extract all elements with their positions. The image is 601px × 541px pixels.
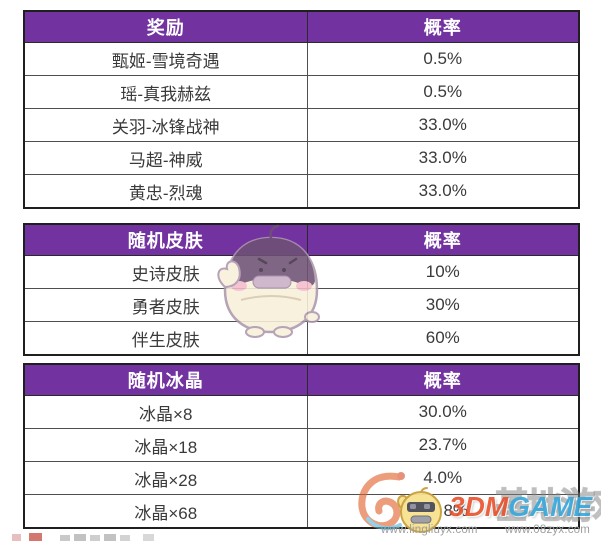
table-row: 勇者皮肤 30% [23,288,580,322]
table-row: 冰晶×18 23.7% [23,428,580,462]
probability-column-header: 概率 [306,10,580,43]
table-row: 马超-神威 33.0% [23,141,580,175]
table-row: 黄忠-烈魂 33.0% [23,174,580,209]
probability-column-header: 概率 [306,223,580,256]
probability-cell: 33.0% [306,141,580,175]
random-skin-column-header: 随机皮肤 [23,223,308,256]
table-header-row: 随机冰晶 概率 [23,363,580,396]
skin-type-cell: 史诗皮肤 [23,255,308,289]
probability-cell-partially-obscured: 8% [306,494,580,529]
table-row: 关羽-冰锋战神 33.0% [23,108,580,142]
skin-type-cell: 伴生皮肤 [23,321,308,356]
probability-cell: 0.5% [306,75,580,109]
table-row: 冰晶×28 4.0% [23,461,580,495]
probability-cell: 4.0% [306,461,580,495]
probability-cell: 30.0% [306,395,580,429]
ice-crystal-amount-cell: 冰晶×28 [23,461,308,495]
reward-name-cell: 甄姬-雪境奇遇 [23,42,308,76]
random-ice-crystal-column-header: 随机冰晶 [23,363,308,396]
reward-name-cell: 瑶-真我赫兹 [23,75,308,109]
table-row: 史诗皮肤 10% [23,255,580,289]
table-row: 冰晶×68 8% [23,494,580,529]
probability-cell: 10% [306,255,580,289]
reward-probability-table: 奖励 概率 甄姬-雪境奇遇 0.5% 瑶-真我赫兹 0.5% 关羽-冰锋战神 3… [23,10,580,209]
ice-crystal-amount-cell: 冰晶×18 [23,428,308,462]
reward-name-cell: 黄忠-烈魂 [23,174,308,209]
table-row: 冰晶×8 30.0% [23,395,580,429]
table-header-row: 随机皮肤 概率 [23,223,580,256]
random-skin-probability-table: 随机皮肤 概率 史诗皮肤 10% 勇者皮肤 30% 伴生皮肤 60% [23,223,580,356]
table-header-row: 奖励 概率 [23,10,580,43]
probability-cell: 0.5% [306,42,580,76]
skin-type-cell: 勇者皮肤 [23,288,308,322]
probability-cell: 60% [306,321,580,356]
probability-cell: 33.0% [306,108,580,142]
reward-column-header: 奖励 [23,10,308,43]
table-row: 瑶-真我赫兹 0.5% [23,75,580,109]
ice-crystal-amount-cell: 冰晶×68 [23,494,308,529]
probability-cell: 23.7% [306,428,580,462]
probability-column-header: 概率 [306,363,580,396]
probability-cell: 33.0% [306,174,580,209]
reward-name-cell: 关羽-冰锋战神 [23,108,308,142]
ice-crystal-amount-cell: 冰晶×8 [23,395,308,429]
obscured-probability-value: 8% [443,501,469,520]
probability-cell: 30% [306,288,580,322]
reward-name-cell: 马超-神威 [23,141,308,175]
random-ice-crystal-probability-table: 随机冰晶 概率 冰晶×8 30.0% 冰晶×18 23.7% 冰晶×28 4.0… [23,363,580,529]
table-row: 伴生皮肤 60% [23,321,580,356]
cropped-bottom-text-fragments [12,533,154,541]
table-row: 甄姬-雪境奇遇 0.5% [23,42,580,76]
